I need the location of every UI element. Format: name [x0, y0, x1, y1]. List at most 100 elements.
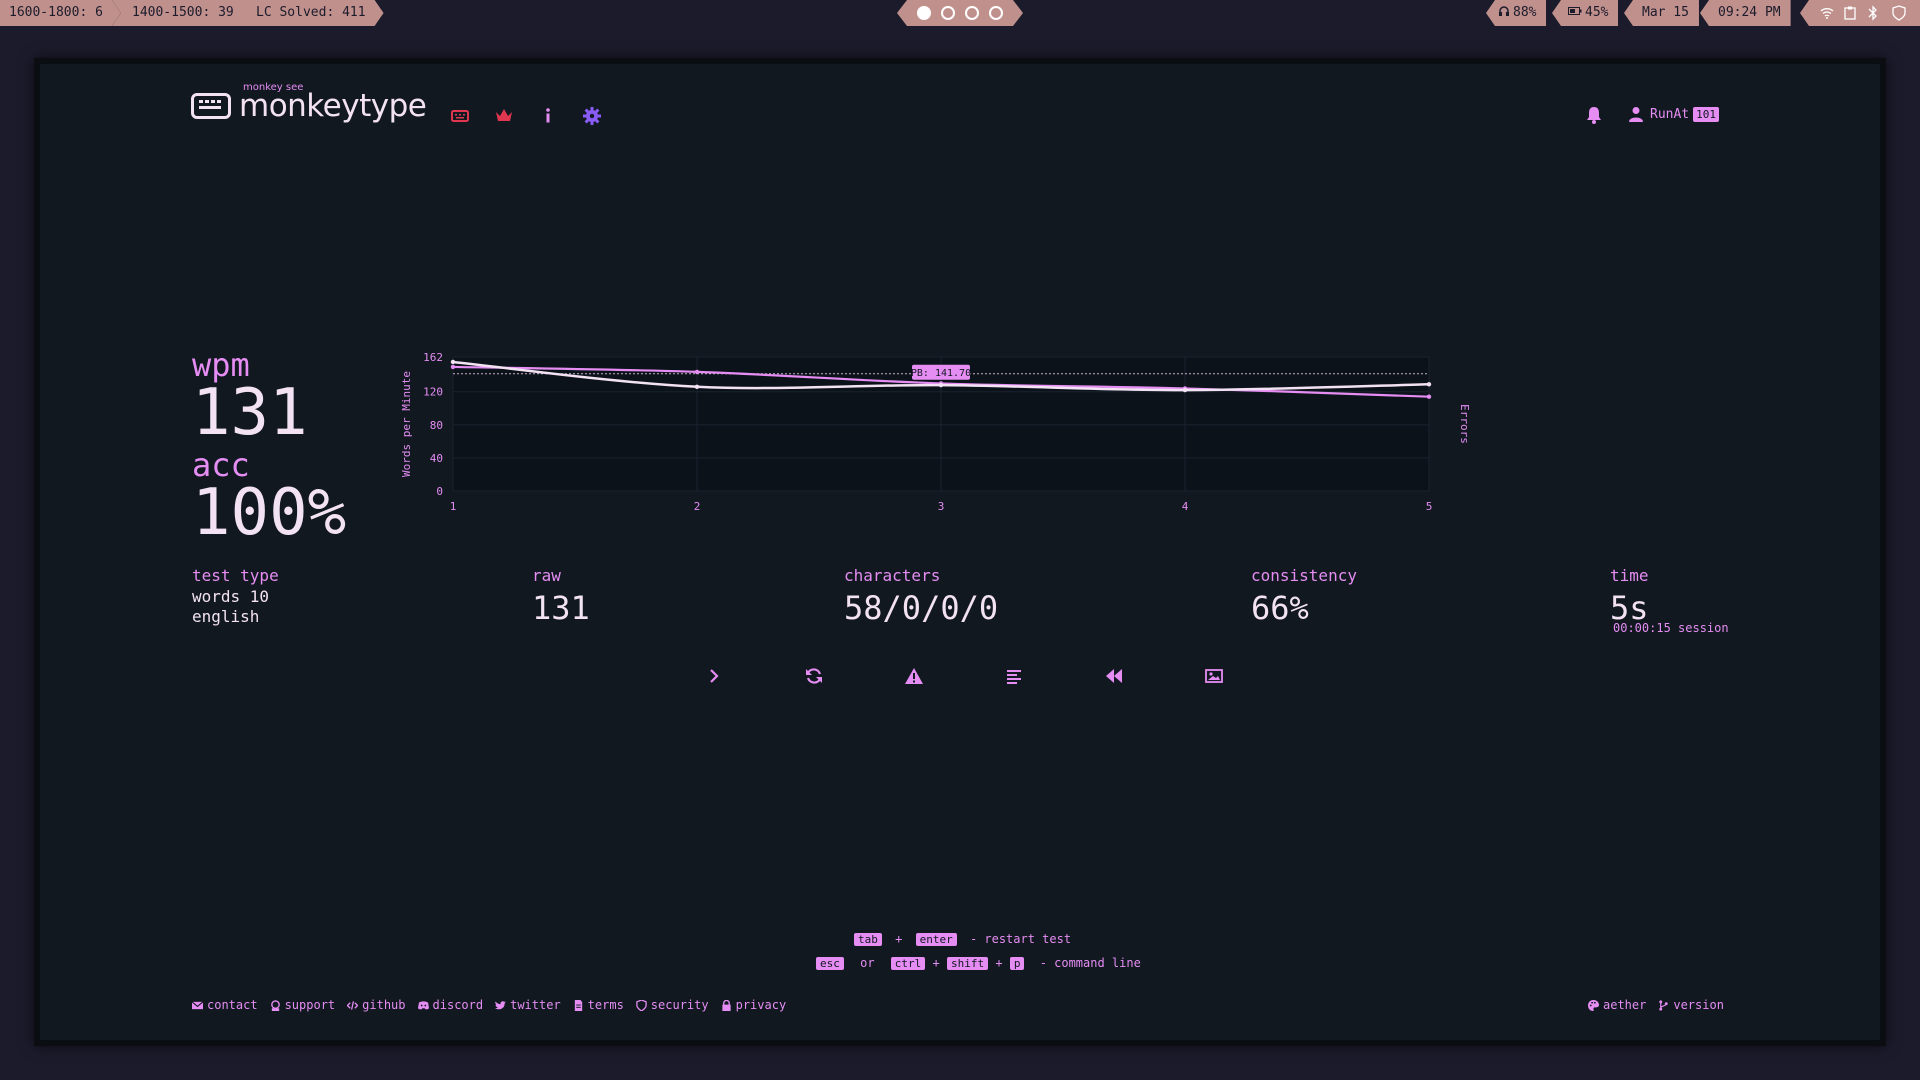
pb-label: PB: 141.70 — [911, 368, 971, 379]
contact-link[interactable]: contact — [192, 998, 258, 1012]
chevron-right-icon — [710, 669, 719, 683]
version-link-label: version — [1673, 998, 1724, 1012]
y2-axis-label: Errors — [1458, 404, 1471, 444]
user-name: RunAt — [1650, 106, 1690, 122]
shield-tray-icon[interactable] — [1892, 5, 1906, 21]
terms-link-label: terms — [587, 998, 624, 1012]
code-branch-icon — [1659, 999, 1669, 1011]
report-issue-button[interactable] — [902, 664, 926, 688]
tray-area — [1800, 0, 1920, 26]
footer-right-links: aether version — [1588, 998, 1724, 1012]
donate-icon — [270, 999, 280, 1011]
github-link-label: github — [362, 998, 406, 1012]
logo[interactable]: monkey see monkeytype — [191, 82, 427, 124]
footer-links: contact support github discord twitter t… — [192, 998, 786, 1012]
time-display: 09:24 PM — [1700, 0, 1791, 26]
plus-sign: + — [932, 956, 940, 970]
twitter-link[interactable]: twitter — [495, 998, 561, 1012]
bluetooth-icon[interactable] — [1868, 5, 1878, 21]
words-history-button[interactable] — [1002, 664, 1026, 688]
shift-key: shift — [947, 957, 989, 970]
privacy-link[interactable]: privacy — [721, 998, 787, 1012]
support-link[interactable]: support — [270, 998, 335, 1012]
consistency-value: 66% — [1251, 589, 1309, 627]
y-axis-label: Words per Minute — [400, 371, 413, 477]
warning-icon — [905, 668, 923, 684]
keyboard-logo-icon — [191, 93, 231, 119]
user-level-badge: 101 — [1693, 106, 1720, 122]
image-icon — [1205, 669, 1223, 683]
keyboard-nav-icon[interactable] — [450, 106, 470, 126]
privacy-link-label: privacy — [735, 998, 787, 1012]
x-tick-label: 2 — [694, 500, 701, 513]
restart-hint-text: - restart test — [969, 932, 1072, 946]
github-link[interactable]: github — [347, 998, 406, 1012]
data-point — [1426, 394, 1432, 399]
version-link[interactable]: version — [1658, 998, 1724, 1012]
characters-value: 58/0/0/0 — [844, 589, 999, 627]
code-icon — [347, 1000, 359, 1010]
security-link[interactable]: security — [636, 998, 709, 1012]
plus-sign: + — [895, 932, 903, 946]
raw-value: 131 — [532, 589, 590, 627]
repeat-test-button[interactable] — [802, 664, 826, 688]
characters-label: characters — [844, 566, 941, 585]
workspace-3-indicator[interactable] — [965, 6, 979, 20]
command-line-hint-text: - command line — [1039, 956, 1141, 970]
theme-link[interactable]: aether — [1588, 998, 1646, 1012]
wifi-icon[interactable] — [1820, 7, 1834, 19]
user-icon — [1629, 107, 1643, 122]
gear-icon[interactable] — [582, 106, 602, 126]
wpm-label: wpm — [192, 346, 250, 384]
test-type-label: test type — [192, 566, 279, 585]
time-label: time — [1610, 566, 1649, 585]
x-tick-label: 5 — [1426, 500, 1433, 513]
discord-icon — [417, 1000, 429, 1009]
workspace-switcher[interactable] — [897, 0, 1023, 26]
plus-sign: + — [995, 956, 1003, 970]
palette-icon — [1588, 999, 1599, 1011]
replay-button[interactable] — [1102, 664, 1126, 688]
test-type-language: english — [192, 607, 260, 626]
test-type-stat: test type words 10 english — [192, 566, 279, 627]
file-icon — [574, 999, 582, 1011]
save-screenshot-button[interactable] — [1202, 664, 1226, 688]
headphones-battery-text: 88% — [1513, 5, 1537, 20]
notifications-bell-icon[interactable] — [1586, 106, 1602, 124]
consistency-stat: consistency 66% — [1251, 566, 1357, 627]
data-point — [1182, 387, 1188, 393]
logo-title: monkeytype — [239, 88, 427, 124]
or-text: or — [860, 956, 875, 970]
info-icon[interactable] — [538, 106, 558, 126]
workspace-4-indicator[interactable] — [989, 6, 1003, 20]
time-value: 5s — [1610, 589, 1649, 627]
battery-status: 45% — [1552, 0, 1619, 26]
user-account-button[interactable]: RunAt 101 — [1628, 106, 1720, 122]
headphones-icon — [1499, 6, 1509, 16]
monkeytype-window: monkey see monkeytype RunAt 101 wpm 131 … — [34, 58, 1886, 1046]
refresh-icon — [806, 668, 822, 684]
crown-icon[interactable] — [494, 106, 514, 126]
p-key: p — [1009, 957, 1025, 970]
command-line-hint: esc or ctrl + shift + p - command line — [816, 956, 1141, 970]
align-left-icon — [1007, 670, 1021, 684]
data-point — [694, 384, 700, 389]
status-segment-lc-solved: LC Solved: 411 — [236, 0, 384, 26]
headphones-status: 88% — [1486, 0, 1547, 26]
consistency-label: consistency — [1251, 566, 1357, 585]
shield-icon — [636, 999, 647, 1011]
tab-key: tab — [854, 933, 882, 946]
logo-subtitle: monkey see — [243, 82, 304, 93]
y-tick-label: 120 — [423, 386, 443, 399]
wpm-chart[interactable]: 0 40 80 120 162 1 2 3 4 5 Words per Minute Errors PB… — [396, 350, 1766, 536]
terms-link[interactable]: terms — [573, 998, 624, 1012]
clipboard-icon[interactable] — [1844, 6, 1856, 20]
discord-link[interactable]: discord — [417, 998, 483, 1012]
y-tick-label: 80 — [430, 419, 443, 432]
time-stat: time 5s — [1610, 566, 1649, 627]
characters-stat: characters 58/0/0/0 — [844, 566, 998, 627]
workspace-1-indicator[interactable] — [917, 6, 931, 20]
next-test-button[interactable] — [702, 664, 726, 688]
test-type-mode: words 10 — [192, 587, 270, 606]
workspace-2-indicator[interactable] — [941, 6, 955, 20]
